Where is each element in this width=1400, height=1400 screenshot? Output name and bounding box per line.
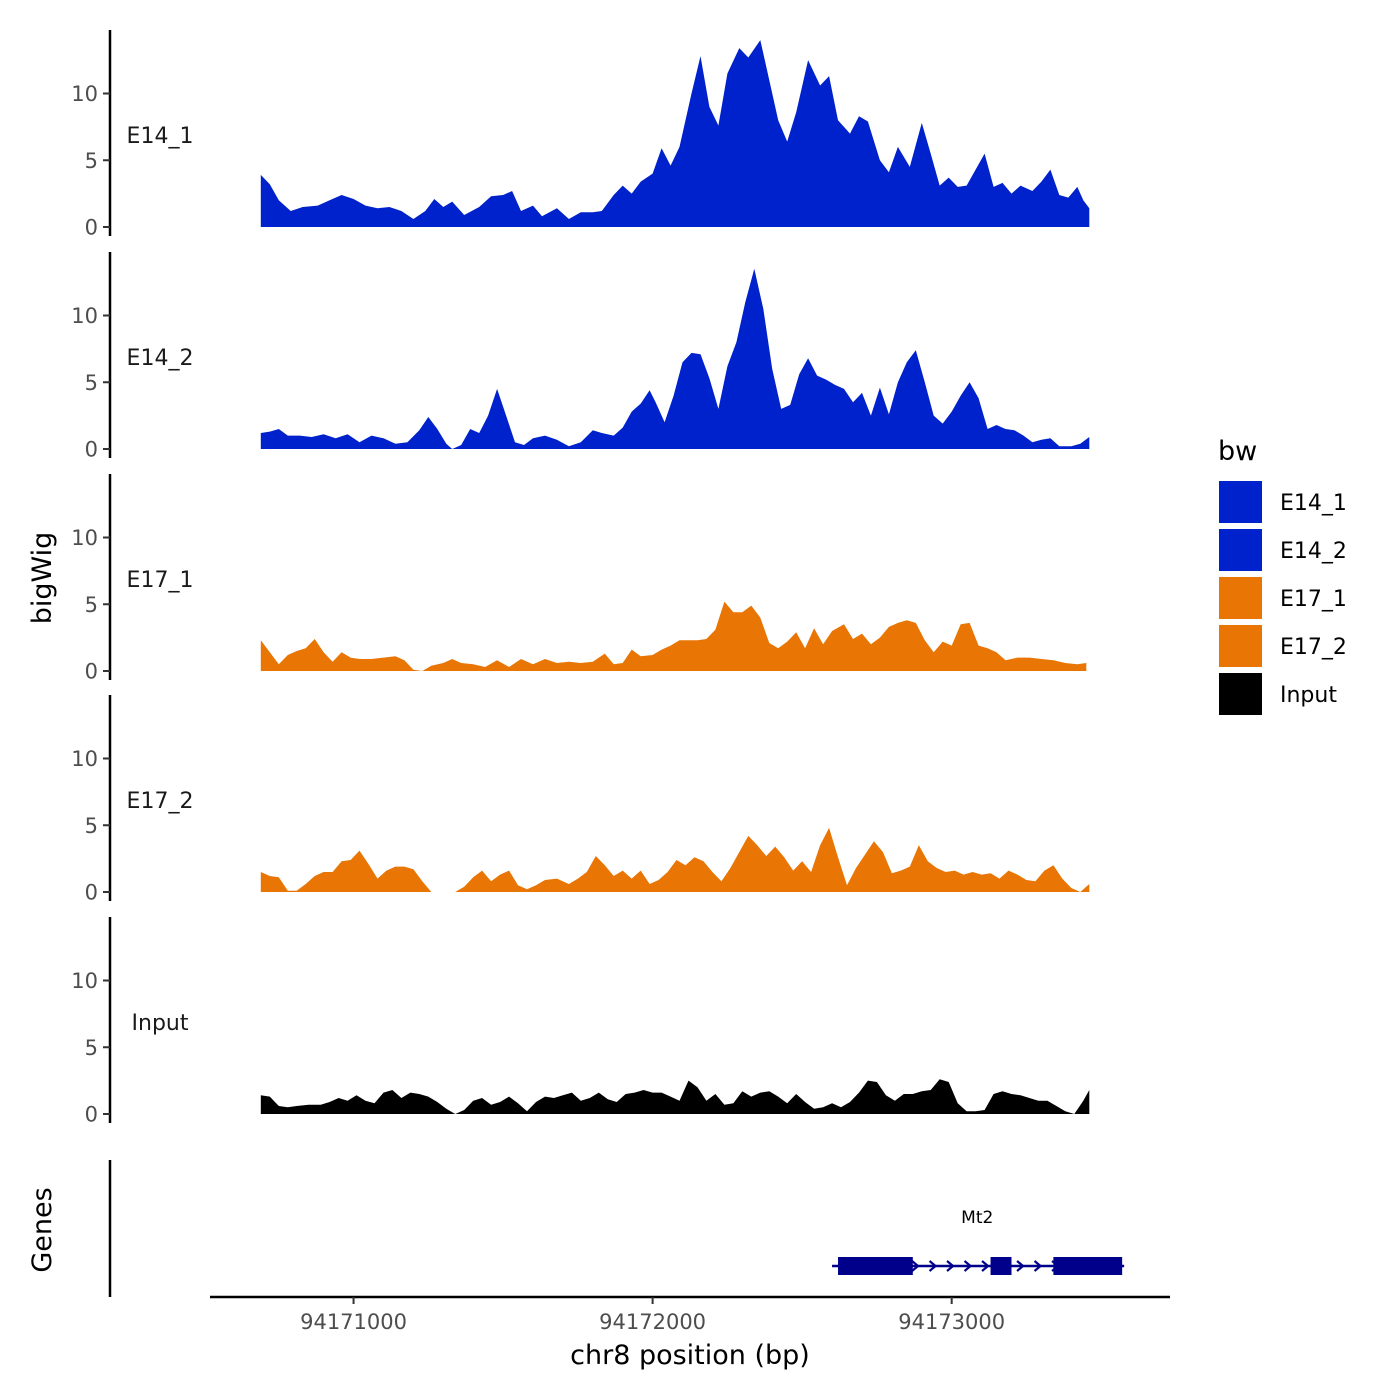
legend-item-E14_2: E14_2 — [1217, 527, 1347, 573]
legend-item-E14_1: E14_1 — [1217, 479, 1347, 525]
legend-swatch — [1217, 527, 1264, 573]
track-label-E14_1: E14_1 — [127, 124, 194, 149]
x-tick-label: 94173000 — [898, 1310, 1005, 1334]
track-E14_1: 0 5 10 E14_1 — [71, 30, 1090, 240]
signal-area-E17_2 — [260, 827, 1090, 892]
legend-label: E17_2 — [1280, 635, 1347, 660]
strand-arrow — [911, 1260, 920, 1272]
y-tick-label-E14_1: 5 — [85, 149, 98, 173]
gene-label-Mt2: Mt2 — [961, 1208, 993, 1228]
track-label-Input: Input — [132, 1011, 189, 1036]
y-tick-label-E14_2: 0 — [85, 438, 98, 462]
y-tick-label-Input: 0 — [85, 1103, 98, 1127]
y-tick-label-E17_2: 5 — [85, 814, 98, 838]
legend-label: E14_1 — [1280, 491, 1347, 516]
y-tick-label-E17_2: 0 — [85, 881, 98, 905]
y-axis-title: bigWig — [27, 532, 58, 625]
y-tick-label-E17_1: 0 — [85, 660, 98, 684]
gene-track: Mt2 — [108, 1160, 1125, 1297]
strand-arrow — [1016, 1260, 1025, 1272]
y-tick-label-E17_2: 10 — [71, 747, 98, 771]
legend-swatch — [1217, 575, 1264, 621]
legend-swatch — [1217, 671, 1264, 717]
strand-arrow — [981, 1260, 990, 1272]
legend-item-Input: Input — [1217, 671, 1337, 717]
y-tick-label-E17_1: 5 — [85, 593, 98, 617]
strand-arrow — [946, 1260, 955, 1272]
exon-block — [838, 1257, 913, 1275]
y-tick-label-E14_2: 5 — [85, 371, 98, 395]
track-E14_2: 0 5 10 E14_2 — [71, 252, 1090, 462]
legend-title: bw — [1218, 436, 1257, 467]
strand-arrow — [1033, 1260, 1043, 1272]
strand-arrow — [928, 1260, 938, 1272]
signal-area-E14_2 — [260, 268, 1090, 449]
legend-swatch — [1217, 623, 1264, 669]
exon-block — [1053, 1257, 1123, 1275]
track-E17_1: 0 5 10 E17_1 — [71, 474, 1087, 684]
legend-label: E17_1 — [1280, 587, 1347, 612]
legend-label: Input — [1280, 683, 1337, 708]
gene-track-title: Genes — [27, 1187, 58, 1272]
y-tick-label-E17_1: 10 — [71, 526, 98, 550]
legend: bw E14_1 E14_2 E17_1 E17_2 Input — [1217, 436, 1347, 717]
legend-label: E14_2 — [1280, 539, 1347, 564]
track-E17_2: 0 5 10 E17_2 — [71, 695, 1090, 905]
y-tick-label-Input: 10 — [71, 969, 98, 993]
x-tick-label: 94171000 — [300, 1310, 407, 1334]
track-label-E17_2: E17_2 — [127, 789, 194, 814]
exon-block — [990, 1257, 1012, 1275]
gene-Mt2: Mt2 — [832, 1208, 1125, 1275]
signal-area-Input — [260, 1079, 1090, 1114]
x-axis-title: chr8 position (bp) — [570, 1340, 810, 1371]
y-tick-label-E14_2: 10 — [71, 304, 98, 328]
strand-arrow — [963, 1260, 973, 1272]
y-tick-label-E14_1: 0 — [85, 216, 98, 240]
y-tick-label-Input: 5 — [85, 1036, 98, 1060]
y-tick-label-E14_1: 10 — [71, 82, 98, 106]
track-Input: 0 5 10 Input — [71, 917, 1090, 1127]
legend-item-E17_1: E17_1 — [1217, 575, 1347, 621]
x-tick-label: 94172000 — [599, 1310, 706, 1334]
track-label-E14_2: E14_2 — [127, 346, 194, 371]
track-label-E17_1: E17_1 — [127, 568, 194, 593]
signal-tracks: 0 5 10 E14_1 0 5 10 E14_2 0 5 10 E17_1 0 5 10 E17_2 0 5 10… — [71, 30, 1090, 1127]
signal-area-E14_1 — [260, 40, 1090, 227]
legend-swatch — [1217, 479, 1264, 525]
x-axis: 94171000 94172000 94173000 — [210, 1295, 1170, 1334]
signal-area-E17_1 — [260, 601, 1087, 671]
legend-item-E17_2: E17_2 — [1217, 623, 1347, 669]
